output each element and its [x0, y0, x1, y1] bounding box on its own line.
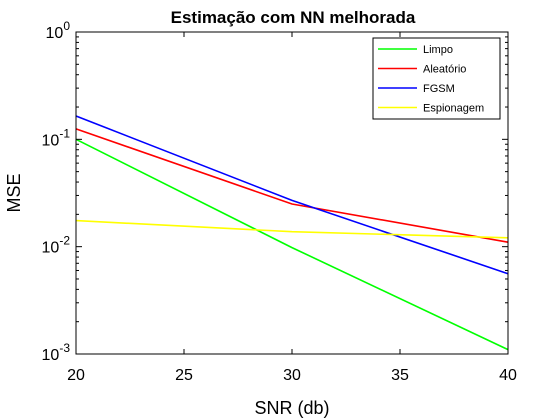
legend: Limpo Aleatório FGSM Espionagem [372, 37, 501, 120]
y-tick-exponent: -3 [59, 341, 70, 355]
series-layer [75, 115, 509, 351]
x-tick-label: 30 [283, 367, 301, 384]
y-tick-label: 10-2 [42, 234, 71, 257]
legend-entry-label: Aleatório [423, 64, 466, 76]
y-tick-exponent: -1 [59, 126, 70, 140]
y-tick-base: 10 [42, 240, 60, 257]
series-line-2 [75, 115, 509, 275]
series-line-1 [75, 128, 509, 243]
legend-entry-label: FGSM [423, 83, 455, 95]
series-line-0 [75, 138, 509, 351]
y-tick-label: 10-3 [42, 341, 71, 364]
y-tick-exponent: -2 [59, 234, 70, 248]
x-axis-label: SNR (db) [254, 398, 329, 418]
y-tick-base: 10 [42, 132, 60, 149]
x-tick-label: 25 [175, 367, 193, 384]
y-tick-base: 10 [46, 25, 64, 42]
legend-entry-label: Espionagem [423, 103, 484, 115]
y-tick-label: 10-1 [42, 126, 71, 149]
y-tick-base: 10 [42, 347, 60, 364]
x-tick-label: 20 [67, 367, 85, 384]
y-tick-exponent: 0 [63, 19, 70, 33]
x-tick-label: 35 [391, 367, 409, 384]
y-tick-label: 100 [46, 19, 71, 42]
chart-title: Estimação com NN melhorada [171, 8, 416, 27]
legend-entry-label: Limpo [423, 44, 453, 56]
legend-box [372, 37, 501, 120]
series-line-3 [75, 219, 509, 239]
x-tick-label: 40 [499, 367, 517, 384]
y-axis-label: MSE [4, 173, 24, 212]
